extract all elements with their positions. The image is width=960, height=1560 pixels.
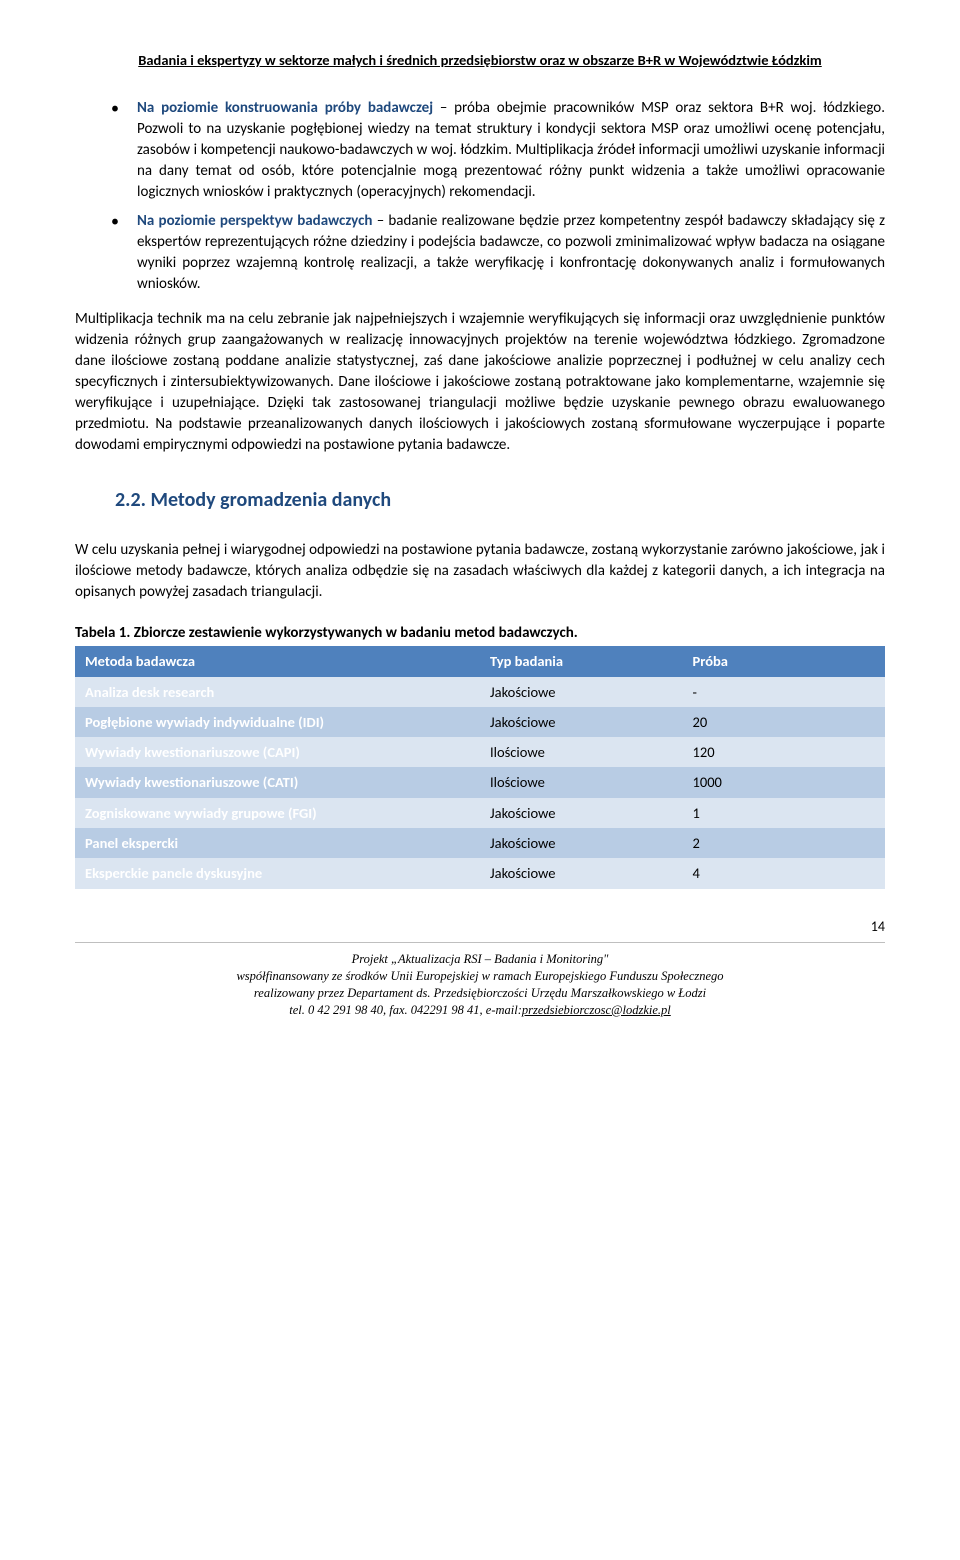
table-caption: Tabela 1. Zbiorcze zestawienie wykorzyst… — [75, 623, 885, 644]
type-cell: Ilościowe — [480, 737, 683, 767]
footer-line: współfinansowany ze środków Unii Europej… — [75, 968, 885, 985]
method-cell: Analiza desk research — [75, 677, 480, 707]
table-row: Analiza desk research Jakościowe - — [75, 677, 885, 707]
type-cell: Jakościowe — [480, 707, 683, 737]
paragraph: W celu uzyskania pełnej i wiarygodnej od… — [75, 540, 885, 603]
methods-table: Metoda badawcza Typ badania Próba Analiz… — [75, 646, 885, 888]
method-cell: Panel ekspercki — [75, 828, 480, 858]
bullet-item: Na poziomie perspektyw badawczych – bada… — [111, 211, 885, 295]
method-cell: Wywiady kwestionariuszowe (CATI) — [75, 767, 480, 797]
table-header: Metoda badawcza — [75, 646, 480, 676]
type-cell: Jakościowe — [480, 858, 683, 888]
method-cell: Zogniskowane wywiady grupowe (FGI) — [75, 798, 480, 828]
table-header: Próba — [683, 646, 886, 676]
method-cell: Eksperckie panele dyskusyjne — [75, 858, 480, 888]
sample-cell: 1 — [683, 798, 886, 828]
bullet-lead: Na poziomie konstruowania próby badawcze… — [137, 99, 433, 117]
sample-cell: - — [683, 677, 886, 707]
footer: Projekt „Aktualizacja RSI – Badania i Mo… — [75, 942, 885, 1019]
bullet-item: Na poziomie konstruowania próby badawcze… — [111, 98, 885, 203]
method-cell: Pogłębione wywiady indywidualne (IDI) — [75, 707, 480, 737]
bullet-list: Na poziomie konstruowania próby badawcze… — [111, 98, 885, 295]
type-cell: Jakościowe — [480, 677, 683, 707]
sample-cell: 2 — [683, 828, 886, 858]
footer-text: tel. 0 42 291 98 40, fax. 042291 98 41, … — [289, 1003, 522, 1017]
type-cell: Jakościowe — [480, 828, 683, 858]
table-row: Zogniskowane wywiady grupowe (FGI) Jakoś… — [75, 798, 885, 828]
sample-cell: 1000 — [683, 767, 886, 797]
footer-email-link[interactable]: przedsiebiorczosc@lodzkie.pl — [522, 1003, 671, 1017]
footer-line: tel. 0 42 291 98 40, fax. 042291 98 41, … — [75, 1002, 885, 1019]
sample-cell: 20 — [683, 707, 886, 737]
page-number: 14 — [75, 917, 885, 937]
table-row: Eksperckie panele dyskusyjne Jakościowe … — [75, 858, 885, 888]
table-row: Wywiady kwestionariuszowe (CATI) Ilościo… — [75, 767, 885, 797]
table-row: Panel ekspercki Jakościowe 2 — [75, 828, 885, 858]
paragraph: Multiplikacja technik ma na celu zebrani… — [75, 309, 885, 456]
footer-line: realizowany przez Departament ds. Przeds… — [75, 985, 885, 1002]
method-cell: Wywiady kwestionariuszowe (CAPI) — [75, 737, 480, 767]
table-row: Pogłębione wywiady indywidualne (IDI) Ja… — [75, 707, 885, 737]
footer-line: Projekt „Aktualizacja RSI – Badania i Mo… — [75, 951, 885, 968]
sample-cell: 120 — [683, 737, 886, 767]
sample-cell: 4 — [683, 858, 886, 888]
table-row: Wywiady kwestionariuszowe (CAPI) Ilościo… — [75, 737, 885, 767]
table-header-row: Metoda badawcza Typ badania Próba — [75, 646, 885, 676]
type-cell: Ilościowe — [480, 767, 683, 797]
page-header: Badania i ekspertyzy w sektorze małych i… — [75, 50, 885, 74]
section-heading: 2.2. Metody gromadzenia danych — [115, 486, 885, 514]
type-cell: Jakościowe — [480, 798, 683, 828]
footer-divider — [75, 942, 885, 943]
bullet-lead: Na poziomie perspektyw badawczych — [137, 212, 372, 230]
table-header: Typ badania — [480, 646, 683, 676]
